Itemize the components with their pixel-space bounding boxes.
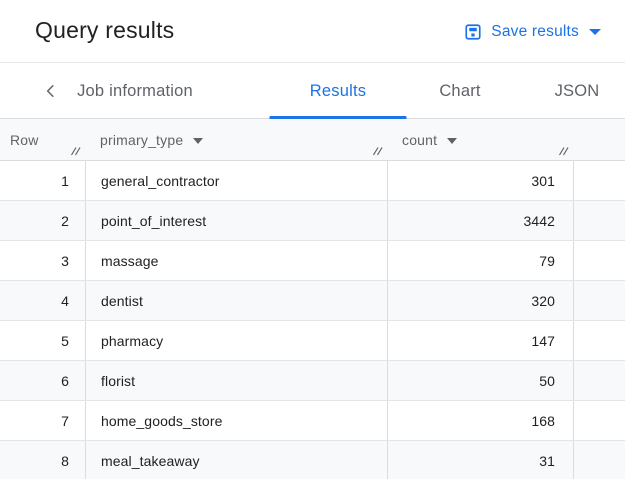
table-row: 7 home_goods_store 168 xyxy=(0,401,625,441)
cell-spacer xyxy=(573,441,625,479)
column-header-count: count xyxy=(387,119,573,161)
cell-count: 301 xyxy=(387,161,573,200)
resize-handle-icon[interactable] xyxy=(556,145,570,157)
cell-row-number: 8 xyxy=(61,452,69,469)
table-body: 1 general_contractor 301 2 point_of_inte… xyxy=(0,161,625,479)
column-header-count-label: count xyxy=(402,132,438,148)
table-row: 8 meal_takeaway 31 xyxy=(0,441,625,479)
tab-json[interactable]: JSON xyxy=(554,81,600,100)
sort-caret-icon[interactable] xyxy=(193,138,204,144)
column-header-primary-type-label: primary_type xyxy=(100,132,184,148)
table-row: 3 massage 79 xyxy=(0,241,625,281)
column-header-spacer xyxy=(573,119,625,161)
cell-count: 147 xyxy=(387,321,573,360)
column-header-row: Row xyxy=(0,119,85,161)
tab-bar: Job information Results Chart JSON xyxy=(0,63,625,119)
topbar: Query results Save results xyxy=(0,0,625,63)
chevron-left-icon xyxy=(46,85,54,97)
cell-spacer xyxy=(573,361,625,400)
sort-caret-icon[interactable] xyxy=(447,138,458,144)
cell-spacer xyxy=(573,241,625,280)
cell-count: 79 xyxy=(387,241,573,280)
cell-row-number: 1 xyxy=(61,172,69,189)
cell-primary-type: dentist xyxy=(85,281,387,320)
cell-row-number: 4 xyxy=(61,292,69,309)
tab-chart[interactable]: Chart xyxy=(439,81,481,100)
cell-primary-type: florist xyxy=(85,361,387,400)
save-results-label: Save results xyxy=(491,23,579,40)
cell-row-number: 6 xyxy=(61,372,69,389)
cell-row-number: 3 xyxy=(61,252,69,269)
cell-primary-type: point_of_interest xyxy=(85,201,387,240)
column-header-primary-type: primary_type xyxy=(85,119,387,161)
cell-count: 31 xyxy=(387,441,573,479)
table-row: 6 florist 50 xyxy=(0,361,625,401)
cell-count: 3442 xyxy=(387,201,573,240)
cell-spacer xyxy=(573,161,625,200)
table-row: 5 pharmacy 147 xyxy=(0,321,625,361)
cell-spacer xyxy=(573,281,625,320)
table-header-row: Row primary_type count xyxy=(0,119,625,161)
resize-handle-icon[interactable] xyxy=(68,145,82,157)
page-title: Query results xyxy=(35,17,175,43)
chevron-down-icon xyxy=(589,29,601,35)
cell-spacer xyxy=(573,401,625,440)
cell-primary-type: massage xyxy=(85,241,387,280)
cell-primary-type: general_contractor xyxy=(85,161,387,200)
resize-handle-icon[interactable] xyxy=(370,145,384,157)
cell-primary-type: pharmacy xyxy=(85,321,387,360)
table-row: 1 general_contractor 301 xyxy=(0,161,625,201)
cell-count: 320 xyxy=(387,281,573,320)
tab-job-information[interactable]: Job information xyxy=(77,81,193,100)
tab-results[interactable]: Results xyxy=(269,63,407,119)
cell-count: 50 xyxy=(387,361,573,400)
column-header-row-label: Row xyxy=(10,132,39,148)
save-icon xyxy=(465,24,481,40)
cell-spacer xyxy=(573,321,625,360)
cell-primary-type: meal_takeaway xyxy=(85,441,387,479)
cell-row-number: 2 xyxy=(61,212,69,229)
cell-spacer xyxy=(573,201,625,240)
save-results-button[interactable]: Save results xyxy=(464,17,601,47)
cell-row-number: 5 xyxy=(61,332,69,349)
table-row: 4 dentist 320 xyxy=(0,281,625,321)
tab-scroll-left-button[interactable] xyxy=(38,63,64,119)
cell-primary-type: home_goods_store xyxy=(85,401,387,440)
cell-row-number: 7 xyxy=(61,412,69,429)
table-row: 2 point_of_interest 3442 xyxy=(0,201,625,241)
cell-count: 168 xyxy=(387,401,573,440)
